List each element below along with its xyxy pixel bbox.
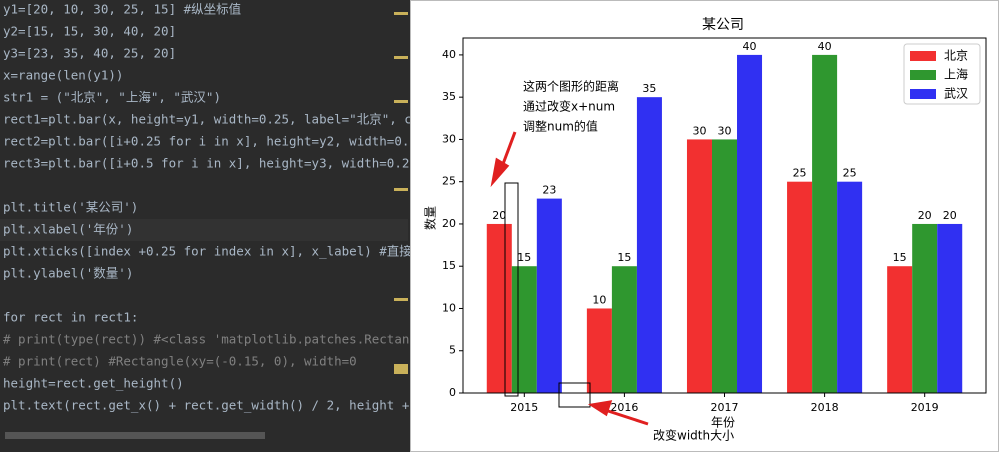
annotation: 调整num的值	[523, 119, 598, 134]
code-line: rect3=plt.bar([i+0.5 for i in x], height…	[3, 156, 455, 171]
data-label: 25	[843, 167, 857, 180]
code-line: y1=[20, 10, 30, 25, 15] #纵坐标值	[3, 2, 241, 17]
code-line: plt.xticks([index +0.25 for index in x],…	[3, 244, 437, 259]
data-label: 40	[818, 40, 832, 53]
bar	[611, 266, 637, 393]
y-tick-label: 25	[442, 175, 456, 188]
bar	[586, 308, 612, 393]
data-label: 15	[893, 251, 907, 264]
data-label: 30	[692, 124, 706, 137]
y-tick-label: 40	[442, 48, 456, 61]
x-tick-label: 2017	[711, 401, 739, 414]
code-line: # print(rect) #Rectangle(xy=(-0.15, 0), …	[3, 354, 357, 369]
legend-label: 武汉	[944, 87, 968, 101]
code-line: for rect in rect1:	[3, 310, 138, 325]
code-line: plt.text(rect.get_x() + rect.get_width()…	[3, 398, 409, 413]
bar	[912, 223, 938, 393]
code-line: plt.title('某公司')	[3, 200, 138, 215]
x-tick-label: 2016	[610, 401, 638, 414]
y-tick-label: 35	[442, 90, 456, 103]
bar	[937, 223, 963, 393]
data-label: 20	[492, 209, 506, 222]
legend-swatch	[910, 89, 936, 99]
code-line: plt.ylabel('数量')	[3, 266, 133, 281]
arrow	[587, 400, 649, 426]
code-line: x=range(len(y1))	[3, 68, 123, 83]
code-line: plt.xlabel('年份')	[3, 222, 133, 237]
legend-label: 北京	[944, 49, 968, 63]
annotation: 这两个图形的距离	[523, 79, 619, 94]
scrollbar[interactable]	[5, 432, 265, 439]
bar	[636, 97, 662, 394]
bar	[486, 223, 512, 393]
current-line	[0, 219, 408, 241]
y-tick-label: 20	[442, 217, 456, 230]
code-line: y2=[15, 15, 30, 40, 20]	[3, 24, 176, 39]
data-label: 35	[642, 82, 656, 95]
bar	[887, 266, 913, 393]
highlight-box	[504, 182, 519, 397]
annotations: 这两个图形的距离 通过改变x+num 调整num的值 改变width大小	[490, 79, 734, 443]
y-tick-label: 0	[449, 386, 456, 399]
data-label: 30	[718, 124, 732, 137]
bar	[536, 198, 562, 393]
data-label: 20	[918, 209, 932, 222]
code-line: str1 = ("北京", "上海", "武汉")	[3, 90, 221, 105]
x-tick-label: 2018	[811, 401, 839, 414]
legend-label: 上海	[944, 67, 968, 82]
y-tick-label: 30	[442, 132, 456, 145]
annotation: 通过改变x+num	[523, 99, 615, 114]
x-tick-label: 2019	[911, 401, 939, 414]
annotation: 改变width大小	[653, 428, 734, 443]
bar	[812, 54, 838, 394]
code-line: rect2=plt.bar([i+0.25 for i in x], heigh…	[3, 134, 462, 149]
code-line: # print(type(rect)) #<class 'matplotlib.…	[3, 332, 409, 347]
data-label: 15	[617, 251, 631, 264]
code-line: height=rect.get_height()	[3, 376, 184, 391]
data-label: 23	[542, 184, 556, 197]
x-axis-label: 年份	[711, 416, 735, 430]
legend-swatch	[910, 51, 936, 61]
bar	[511, 266, 537, 393]
x-tick-label: 2015	[510, 401, 538, 414]
code-line: y3=[23, 35, 40, 25, 20]	[3, 46, 176, 61]
bar	[711, 139, 738, 393]
highlight-box	[558, 382, 591, 408]
arrow	[490, 131, 517, 188]
bar	[837, 181, 863, 393]
bar	[686, 139, 712, 393]
data-label: 10	[592, 293, 606, 306]
y-tick-label: 5	[449, 344, 456, 357]
axes-frame	[462, 37, 987, 394]
data-label: 40	[743, 40, 757, 53]
bar	[737, 54, 763, 394]
code-line: rect1=plt.bar(x, height=y1, width=0.25, …	[3, 112, 449, 127]
data-label: 20	[943, 209, 957, 222]
y-tick-label: 10	[442, 301, 456, 314]
code: y1=[20, 10, 30, 25, 15] #纵坐标值 y2=[15, 15,…	[3, 2, 462, 413]
chart-title: 某公司	[702, 17, 744, 33]
data-label: 25	[793, 167, 807, 180]
gutter-marks	[394, 12, 408, 374]
data-label: 15	[517, 251, 531, 264]
chart: 某公司 年份 数量 0 5 10 15 20 25 30 35 40 20 10 30 25 15 15 15…	[423, 17, 987, 430]
bar	[787, 181, 813, 393]
y-tick-label: 15	[442, 259, 456, 272]
y-axis-label: 数量	[423, 206, 438, 230]
legend-swatch	[910, 70, 936, 80]
